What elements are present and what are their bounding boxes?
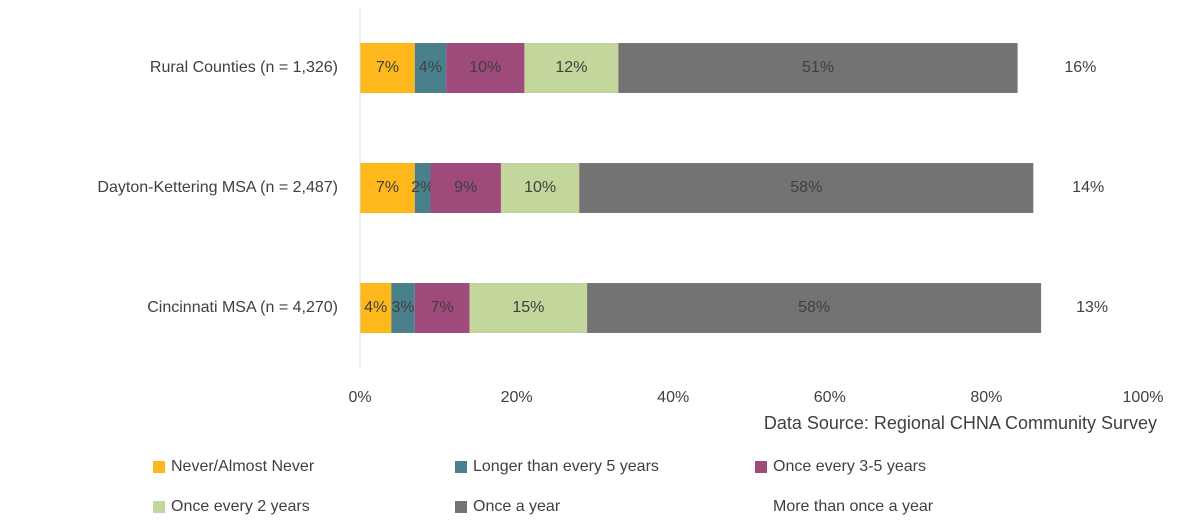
bar-segment <box>1017 43 1143 93</box>
legend-label: More than once a year <box>773 498 934 515</box>
data-label: 7% <box>376 179 399 196</box>
data-label: 14% <box>1072 179 1104 196</box>
bar-segment <box>500 163 580 213</box>
data-label: 4% <box>364 299 387 316</box>
data-label: 7% <box>431 299 454 316</box>
bar-segment <box>587 283 1042 333</box>
legend-label: Longer than every 5 years <box>473 458 659 475</box>
data-label: 3% <box>392 299 415 316</box>
data-label: 10% <box>469 59 501 76</box>
legend-swatch <box>755 501 767 513</box>
bar-segment <box>469 283 588 333</box>
bar-segment <box>414 283 470 333</box>
legend-swatch <box>153 461 165 473</box>
legend-label: Once every 2 years <box>171 498 310 515</box>
bar-segment <box>430 163 501 213</box>
x-tick-label: 40% <box>657 389 689 406</box>
data-label: 7% <box>376 59 399 76</box>
x-tick-label: 0% <box>348 389 371 406</box>
bar-segment <box>1033 163 1143 213</box>
x-tick-label: 80% <box>970 389 1002 406</box>
data-label: 58% <box>790 179 822 196</box>
bar-segment <box>360 43 415 93</box>
bar-segment <box>360 163 415 213</box>
bar-segment <box>446 43 525 93</box>
x-tick-label: 20% <box>501 389 533 406</box>
bar-segment <box>414 43 447 93</box>
bar-segment <box>579 163 1034 213</box>
y-tick-label: Rural Counties (n = 1,326) <box>150 59 338 76</box>
data-label: 15% <box>512 299 544 316</box>
data-label: 58% <box>798 299 830 316</box>
bar-segment <box>414 163 431 213</box>
x-tick-label: 60% <box>814 389 846 406</box>
data-label: 10% <box>524 179 556 196</box>
data-label: 16% <box>1064 59 1096 76</box>
data-label: 9% <box>454 179 477 196</box>
bar-segment <box>391 283 415 333</box>
legend-swatch <box>755 461 767 473</box>
data-label: 51% <box>802 59 834 76</box>
data-label: 12% <box>555 59 587 76</box>
bar-segment <box>360 283 392 333</box>
x-tick-label: 100% <box>1123 389 1164 406</box>
y-tick-label: Cincinnati MSA (n = 4,270) <box>147 299 338 316</box>
y-tick-label: Dayton-Kettering MSA (n = 2,487) <box>97 179 338 196</box>
legend-swatch <box>455 501 467 513</box>
legend-label: Never/Almost Never <box>171 458 315 475</box>
bar-segment <box>618 43 1018 93</box>
legend-swatch <box>455 461 467 473</box>
data-label: 4% <box>419 59 442 76</box>
legend-label: Once every 3-5 years <box>773 458 926 475</box>
data-source: Data Source: Regional CHNA Community Sur… <box>764 413 1157 433</box>
legend-label: Once a year <box>473 498 561 515</box>
bar-segment <box>524 43 619 93</box>
data-label: 2% <box>411 179 434 196</box>
data-label: 13% <box>1076 299 1108 316</box>
legend-swatch <box>153 501 165 513</box>
bar-segment <box>1041 283 1143 333</box>
